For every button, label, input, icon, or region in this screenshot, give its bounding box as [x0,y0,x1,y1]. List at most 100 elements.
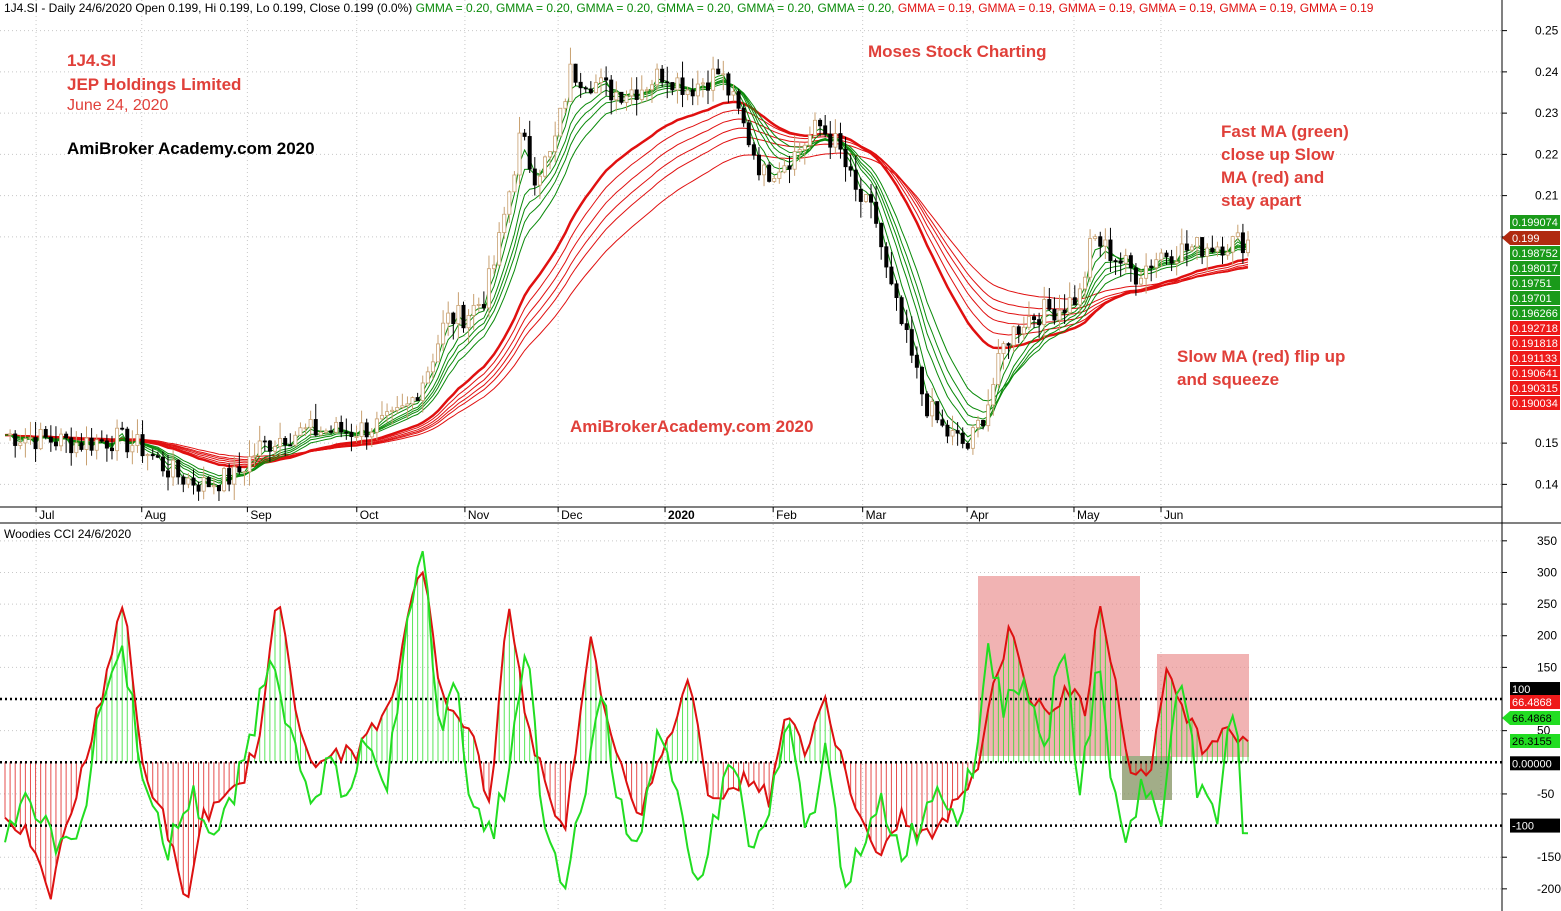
cci-green-badge: 66.4868 [1502,711,1560,725]
cci-highlight-box-june [1157,654,1249,757]
badge-box [1510,734,1560,748]
candle-body [28,437,33,439]
candle-body [1205,247,1210,257]
cci-tick-label: -50 [1537,787,1555,801]
candle-body [756,154,761,176]
slow-ma-line-60 [5,152,1249,458]
cci-pane-title: Woodies CCI 24/6/2020 [4,527,132,541]
candle-body [1057,309,1062,321]
candle-body [364,422,369,438]
candle-body [1128,255,1133,269]
candle-body [843,148,848,168]
candle-body [721,73,726,76]
candle-body [517,132,522,176]
fast-note-4: stay apart [1221,191,1302,210]
candle-body [741,107,746,124]
candle-body [583,87,588,90]
header-segment: GMMA = 0.19 [1300,1,1374,15]
candle-body [624,95,629,103]
candle-body [991,384,996,406]
candle-body [614,91,619,101]
slow-ma-badge: 0.192718 [1510,321,1560,335]
candle-body [807,134,812,146]
badge-text: -100 [1512,821,1534,833]
candle-body [1011,326,1016,346]
candle-body [1189,246,1194,251]
candle-body [884,246,889,268]
candle-body [191,477,196,486]
candle-body [894,283,899,299]
candle-body [604,77,609,81]
candle-body [222,468,227,492]
slow-ma-badge: 0.190315 [1510,381,1560,395]
candle-body [542,156,547,177]
candle-body [828,133,833,148]
candle-body [1210,247,1215,253]
header-segment: GMMA = 0.20, [817,1,897,15]
candle-body [99,439,104,442]
badge-box [1510,381,1560,395]
candle-body [1195,237,1200,248]
candle-body [1118,260,1123,264]
candle-body [996,353,1001,385]
badge-text: 0.19701 [1512,293,1552,305]
cci-last-badge: 66.4868 [1510,695,1560,709]
header-segment: GMMA = 0.19, [1139,1,1219,15]
candle-body [925,393,930,417]
price-tick-label: 0.25 [1535,24,1559,38]
candle-body [1052,308,1057,321]
badge-text: 0.199 [1512,233,1540,245]
candle-body [497,232,502,266]
candle-body [318,431,323,436]
candle-body [950,430,955,437]
slow-note-2: and squeeze [1177,370,1279,389]
candle-body [639,89,644,100]
badge-box [1510,336,1560,350]
slow-ma-badge: 0.190034 [1510,396,1560,410]
cci-tick-label: 350 [1537,534,1557,548]
candle-body [339,421,344,433]
moses-label: Moses Stock Charting [868,42,1047,61]
candle-body [379,415,384,420]
candle-body [74,442,79,454]
x-tick-label: Apr [970,508,989,522]
candle-body [1246,239,1251,254]
candle-body [436,343,441,363]
candle-body [405,403,410,407]
candle-body [171,459,176,478]
candle-body [802,144,807,150]
cci-tick-label: 200 [1537,629,1557,643]
candle-body [1098,236,1103,247]
candle-body [930,401,935,417]
candle-body [558,107,563,137]
candle-body [981,419,986,427]
candle-body [767,164,772,182]
candle-body [711,68,716,91]
candle-body [512,174,517,193]
candle-body [420,382,425,401]
slow-ma-badge: 0.191133 [1510,351,1560,365]
candle-body [532,168,537,186]
candle-body [64,433,69,439]
candle-body [858,188,863,202]
badge-text: 0.19751 [1512,278,1552,290]
candle-body [1108,239,1113,262]
candle-body [257,440,262,457]
candle-body [970,427,975,449]
candle-body [395,407,400,411]
candle-body [853,169,858,190]
candle-body [344,431,349,434]
candle-body [634,89,639,100]
candle-body [609,79,614,101]
candle-body [471,304,476,316]
candle-body [400,405,405,408]
candle-body [1139,277,1144,285]
level-100-badge: 100 [1510,682,1560,697]
candle-body [288,444,293,447]
candle-body [1016,326,1021,335]
candle-body [527,136,532,170]
candle-body [374,418,379,433]
candle-body [115,427,120,452]
candle-body [94,439,99,451]
candle-body [329,430,334,433]
